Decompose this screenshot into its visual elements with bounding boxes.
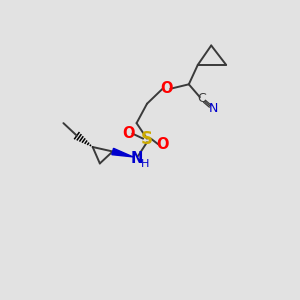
Text: O: O [160,81,173,96]
Text: O: O [122,126,135,141]
Polygon shape [112,148,133,157]
Text: O: O [156,137,169,152]
Text: C: C [197,92,206,105]
Text: H: H [141,159,149,169]
Text: S: S [141,130,153,148]
Text: N: N [130,151,143,166]
Text: N: N [208,102,218,115]
